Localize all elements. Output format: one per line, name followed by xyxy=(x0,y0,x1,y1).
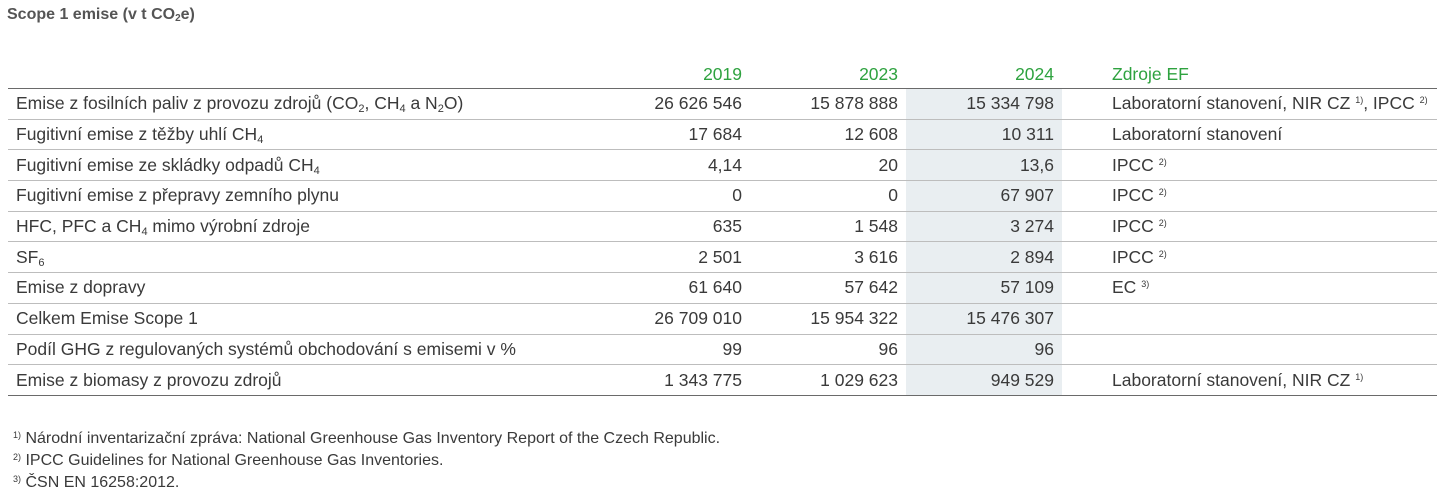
table-row: SF6 2 501 3 616 2 894 IPCC 2) xyxy=(8,241,1437,274)
cell-2019: 26 626 546 xyxy=(594,88,750,120)
cell-2019: 2 501 xyxy=(594,241,750,274)
table-row: Podíl GHG z regulovaných systémů obchodo… xyxy=(8,334,1437,366)
header-2023: 2023 xyxy=(750,60,906,89)
cell-2019: 99 xyxy=(594,334,750,366)
cell-source: Laboratorní stanovení xyxy=(1062,119,1437,151)
footnote: 3) ČSN EN 16258:2012. xyxy=(13,474,180,491)
header-2024: 2024 xyxy=(906,60,1062,89)
cell-source: IPCC 2) xyxy=(1062,241,1437,274)
cell-2024: 3 274 xyxy=(906,211,1062,243)
header-2019: 2019 xyxy=(594,60,750,89)
cell-2023: 20 xyxy=(750,149,906,182)
cell-2019: 4,14 xyxy=(594,149,750,182)
cell-2023: 3 616 xyxy=(750,241,906,274)
cell-2019: 0 xyxy=(594,180,750,212)
cell-2023: 0 xyxy=(750,180,906,212)
cell-source: EC 3) xyxy=(1062,272,1437,304)
cell-2024: 949 529 xyxy=(906,364,1062,396)
cell-2023: 15 954 322 xyxy=(750,303,906,335)
cell-2023: 15 878 888 xyxy=(750,88,906,120)
cell-2023: 57 642 xyxy=(750,272,906,304)
cell-2023: 96 xyxy=(750,334,906,366)
cell-2023: 1 029 623 xyxy=(750,364,906,396)
cell-source: Laboratorní stanovení, NIR CZ 1), IPCC 2… xyxy=(1062,88,1437,120)
table-row: Celkem Emise Scope 1 26 709 010 15 954 3… xyxy=(8,303,1437,335)
table-row: Fugitivní emise ze skládky odpadů CH4 4,… xyxy=(8,149,1437,182)
cell-2024: 96 xyxy=(906,334,1062,366)
footnote: 2) IPCC Guidelines for National Greenhou… xyxy=(13,452,444,469)
cell-2023: 12 608 xyxy=(750,119,906,151)
footnote: 1) Národní inventarizační zpráva: Nation… xyxy=(13,430,721,447)
row-label: Celkem Emise Scope 1 xyxy=(8,303,594,335)
cell-2024: 15 334 798 xyxy=(906,88,1062,120)
cell-source xyxy=(1062,334,1437,366)
cell-source: IPCC 2) xyxy=(1062,180,1437,212)
header-source: Zdroje EF xyxy=(1062,60,1437,89)
table-row: HFC, PFC a CH4 mimo výrobní zdroje 635 1… xyxy=(8,211,1437,243)
table-row: Emise z dopravy 61 640 57 642 57 109 EC … xyxy=(8,272,1437,304)
cell-2019: 17 684 xyxy=(594,119,750,151)
row-label: Emise z biomasy z provozu zdrojů xyxy=(8,364,594,396)
row-label: Fugitivní emise z přepravy zemního plynu xyxy=(8,180,594,212)
row-label: HFC, PFC a CH4 mimo výrobní zdroje xyxy=(8,211,594,243)
footnotes: 1) Národní inventarizační zpráva: Nation… xyxy=(13,428,720,494)
cell-2024: 2 894 xyxy=(906,241,1062,274)
cell-2019: 1 343 775 xyxy=(594,364,750,396)
cell-2019: 61 640 xyxy=(594,272,750,304)
emissions-table: 2019 2023 2024 Zdroje EF Emise z fosilní… xyxy=(8,60,1437,396)
cell-source xyxy=(1062,303,1437,335)
cell-source: IPCC 2) xyxy=(1062,211,1437,243)
row-label: Podíl GHG z regulovaných systémů obchodo… xyxy=(8,334,594,366)
cell-2019: 26 709 010 xyxy=(594,303,750,335)
table-row: Fugitivní emise z přepravy zemního plynu… xyxy=(8,180,1437,212)
cell-2019: 635 xyxy=(594,211,750,243)
header-label xyxy=(8,60,594,89)
table-row: Emise z biomasy z provozu zdrojů 1 343 7… xyxy=(8,364,1437,396)
row-label: Emise z fosilních paliv z provozu zdrojů… xyxy=(8,88,594,120)
row-label: Fugitivní emise ze skládky odpadů CH4 xyxy=(8,149,594,182)
row-label: Emise z dopravy xyxy=(8,272,594,304)
cell-2024: 67 907 xyxy=(906,180,1062,212)
table-row: Fugitivní emise z těžby uhlí CH4 17 684 … xyxy=(8,119,1437,151)
cell-2024: 15 476 307 xyxy=(906,303,1062,335)
cell-2024: 57 109 xyxy=(906,272,1062,304)
cell-2024: 10 311 xyxy=(906,119,1062,151)
cell-2023: 1 548 xyxy=(750,211,906,243)
cell-source: IPCC 2) xyxy=(1062,149,1437,182)
table-title: Scope 1 emise (v t CO2e) xyxy=(7,6,195,24)
cell-2024: 13,6 xyxy=(906,149,1062,182)
cell-source: Laboratorní stanovení, NIR CZ 1) xyxy=(1062,364,1437,396)
table-row: Emise z fosilních paliv z provozu zdrojů… xyxy=(8,88,1437,120)
table-header-row: 2019 2023 2024 Zdroje EF xyxy=(8,60,1437,89)
row-label: Fugitivní emise z těžby uhlí CH4 xyxy=(8,119,594,151)
row-label: SF6 xyxy=(8,241,594,274)
